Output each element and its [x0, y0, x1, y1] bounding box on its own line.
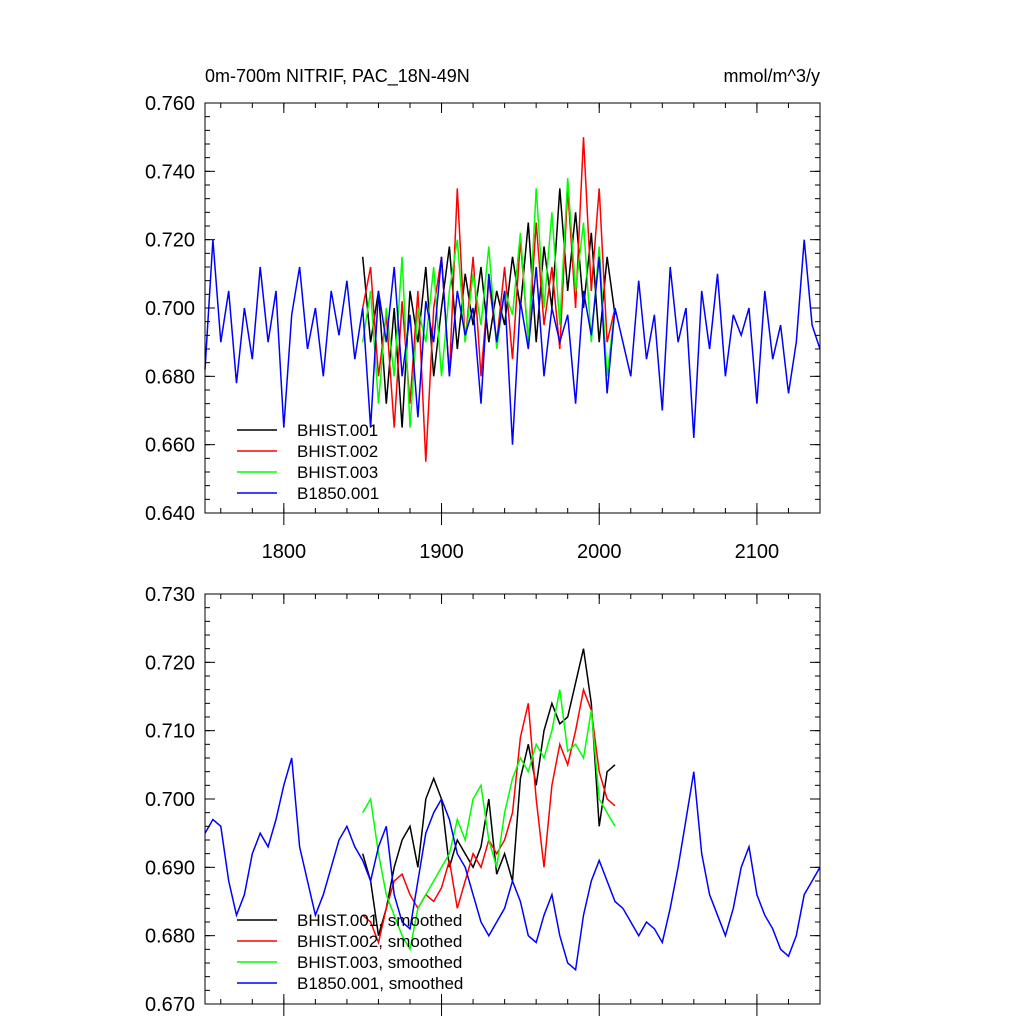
bottom-y-tick-label: 0.680 — [145, 926, 195, 948]
top-legend-label-2: BHIST.002 — [297, 442, 378, 461]
top-x-tick-label: 2000 — [577, 541, 622, 563]
bottom-legend-label-1: BHIST.001, smoothed — [297, 911, 462, 930]
top-legend-label-4: B1850.001 — [297, 484, 379, 503]
bottom-axes: 0.670 0.680 0.690 0.700 0.710 0.720 0.730 — [145, 584, 821, 1016]
bottom-legend-label-2: BHIST.002, smoothed — [297, 932, 462, 951]
bottom-y-tick-label: 0.730 — [145, 584, 195, 606]
top-legend: BHIST.001 BHIST.002 BHIST.003 B1850.001 — [237, 421, 379, 503]
bottom-panel: 0.670 0.680 0.690 0.700 0.710 0.720 0.730 BHIS… — [145, 584, 821, 1016]
top-panel-units: mmol/m^3/y — [724, 66, 820, 86]
top-legend-label-3: BHIST.003 — [297, 463, 378, 482]
bottom-series-line-2 — [362, 686, 616, 946]
top-y-tick-label: 0.700 — [145, 298, 195, 320]
top-series-line-4 — [204, 239, 821, 445]
bottom-plot-area — [204, 648, 821, 972]
top-panel: 0m-700m NITRIF, PAC_18N-49N mmol/m^3/y 0… — [145, 66, 821, 563]
bottom-y-tick-label: 0.720 — [145, 652, 195, 674]
top-x-tick-label: 1900 — [419, 541, 464, 563]
top-legend-label-1: BHIST.001 — [297, 421, 378, 440]
top-x-tick-label: 2100 — [735, 541, 780, 563]
bottom-legend-label-3: BHIST.003, smoothed — [297, 953, 462, 972]
top-y-tick-label: 0.680 — [145, 366, 195, 388]
top-y-tick-label: 0.720 — [145, 230, 195, 252]
top-panel-title: 0m-700m NITRIF, PAC_18N-49N — [205, 66, 470, 87]
top-axes: 0.640 0.660 0.680 0.700 0.720 0.740 0.760 1800 1… — [145, 93, 821, 563]
bottom-series-line-4 — [204, 757, 821, 972]
top-y-tick-label: 0.760 — [145, 93, 195, 115]
top-y-tick-label: 0.640 — [145, 503, 195, 525]
bottom-legend-label-4: B1850.001, smoothed — [297, 974, 463, 993]
bottom-y-tick-label: 0.710 — [145, 721, 195, 743]
top-series-line-1 — [361, 188, 616, 428]
top-x-tick-label: 1800 — [262, 541, 307, 563]
top-series-line-3 — [361, 178, 616, 428]
bottom-y-tick-label: 0.690 — [145, 857, 195, 879]
bottom-series-line-3 — [362, 689, 616, 952]
top-plot-area — [204, 137, 821, 462]
bottom-legend: BHIST.001, smoothed BHIST.002, smoothed BH… — [237, 911, 463, 993]
bottom-series-line-1 — [361, 648, 616, 936]
bottom-y-tick-label: 0.670 — [145, 994, 195, 1016]
bottom-y-tick-label: 0.700 — [145, 789, 195, 811]
top-y-tick-label: 0.740 — [145, 161, 195, 183]
top-y-tick-label: 0.660 — [145, 435, 195, 457]
